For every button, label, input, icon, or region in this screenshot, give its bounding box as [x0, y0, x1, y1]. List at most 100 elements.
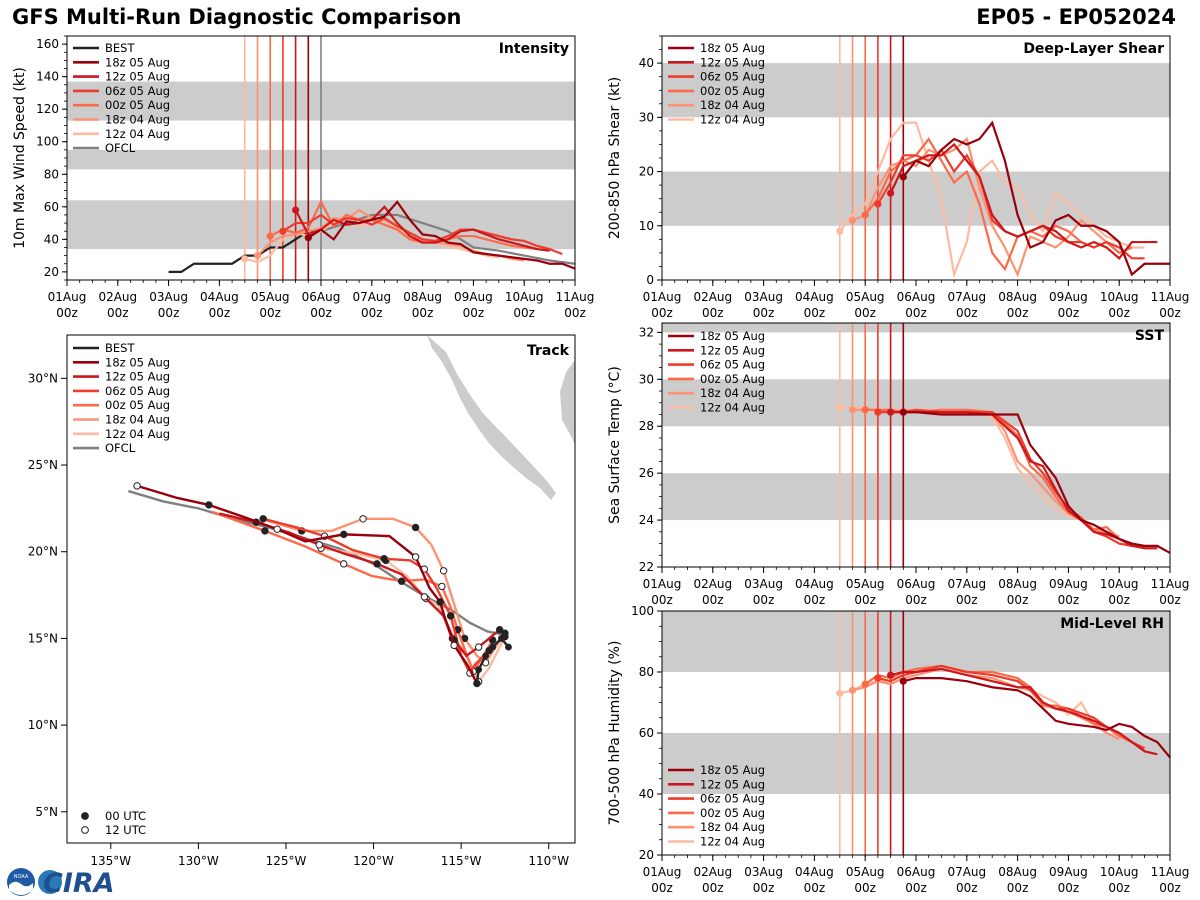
rh-xtick-hour: 00z	[753, 881, 775, 895]
shear-xtick-label: 04Aug	[795, 290, 834, 304]
shear-xtick-hour: 00z	[1159, 306, 1181, 320]
rh-ytick-label: 20	[639, 848, 654, 862]
rh-series-line	[903, 676, 1171, 759]
sst-ytick-label: 28	[639, 419, 654, 433]
intensity-legend-label: 12z 04 Aug	[105, 127, 170, 141]
shear-xtick-label: 03Aug	[744, 290, 783, 304]
rh-legend-label: 18z 05 Aug	[700, 763, 765, 777]
sst-ylabel: Sea Surface Temp (°C)	[607, 366, 623, 524]
rh-xtick-hour: 00z	[1159, 881, 1181, 895]
track-position-marker	[446, 612, 455, 620]
sst-xtick-hour: 00z	[1108, 593, 1130, 607]
intensity-xtick-hour: 00z	[209, 306, 231, 320]
shear-series-start-point	[848, 216, 857, 224]
rh-ytick-label: 60	[639, 726, 654, 740]
intensity-ytick-label: 160	[36, 37, 59, 51]
intensity-xtick-hour: 00z	[564, 306, 586, 320]
intensity-xtick-label: 11Aug	[556, 290, 595, 304]
noaa-logo-text: NOAA	[14, 874, 29, 880]
sst-ytick-label: 22	[639, 560, 654, 574]
intensity-series-start-point	[241, 255, 249, 263]
sst-xtick-label: 08Aug	[998, 577, 1037, 591]
intensity-ytick-label: 60	[44, 200, 59, 214]
shear-xtick-hour: 00z	[854, 306, 876, 320]
intensity-xtick-label: 06Aug	[302, 290, 341, 304]
track-position-marker	[273, 525, 281, 533]
track-position-marker	[474, 643, 483, 651]
sst-ytick-label: 30	[639, 372, 654, 386]
track-position-marker	[450, 641, 458, 650]
rh-xtick-hour: 00z	[1058, 881, 1080, 895]
track-legend-label: 18z 05 Aug	[105, 355, 170, 369]
sst-band	[662, 473, 1170, 521]
rh-xtick-label: 07Aug	[947, 865, 986, 879]
rh-title: Mid-Level RH	[1060, 616, 1164, 632]
rh-ytick-label: 100	[631, 604, 654, 618]
intensity-series-line	[244, 213, 499, 264]
sst-series-line	[903, 411, 1171, 554]
intensity-xtick-label: 03Aug	[149, 290, 188, 304]
rh-series-start-point	[874, 674, 882, 682]
intensity-xtick-label: 07Aug	[352, 290, 391, 304]
track-xtick-label: 115°W	[441, 854, 482, 868]
rh-ytick-label: 40	[639, 787, 654, 801]
track-best-marker	[473, 680, 481, 687]
track-marker-legend-label: 12 UTC	[105, 823, 146, 837]
shear-xtick-hour: 00z	[905, 306, 927, 320]
rh-xtick-hour: 00z	[804, 881, 826, 895]
rh-ytick-label: 80	[639, 665, 654, 679]
shear-xtick-label: 05Aug	[846, 290, 885, 304]
intensity-series-start-point	[266, 232, 274, 240]
shear-series-start-point	[836, 227, 844, 235]
shear-band	[662, 63, 1170, 118]
rh-legend-label: 06z 05 Aug	[700, 792, 765, 806]
track-position-marker	[133, 482, 141, 490]
intensity-xtick-label: 10Aug	[505, 290, 544, 304]
baja-california-land	[427, 335, 556, 500]
sst-xtick-hour: 00z	[854, 593, 876, 607]
sst-xtick-label: 09Aug	[1049, 577, 1088, 591]
rh-ylabel: 700-500 hPa Humidity (%)	[607, 641, 623, 826]
track-legend-label: 06z 05 Aug	[105, 384, 170, 398]
track-marker-legend-symbol	[81, 826, 89, 834]
rh-series-start-point	[861, 680, 869, 688]
sst-band	[662, 323, 1170, 333]
intensity-xtick-hour: 00z	[107, 306, 129, 320]
shear-series-line	[902, 120, 1170, 277]
track-ytick-label: 15°N	[28, 631, 58, 645]
track-position-marker	[259, 515, 267, 523]
intensity-title: Intensity	[499, 41, 569, 57]
sst-series-line	[877, 408, 1145, 547]
track-ytick-label: 30°N	[28, 371, 58, 385]
shear-xtick-label: 10Aug	[1100, 290, 1139, 304]
track-series-line	[136, 484, 478, 685]
rh-series-line	[890, 667, 1158, 756]
shear-legend-label: 18z 05 Aug	[700, 41, 765, 55]
sst-legend-label: 12z 04 Aug	[700, 401, 765, 415]
intensity-xtick-hour: 00z	[259, 306, 281, 320]
shear-xtick-label: 07Aug	[947, 290, 986, 304]
shear-legend-label: 00z 05 Aug	[700, 84, 765, 98]
shear-xtick-label: 06Aug	[897, 290, 936, 304]
shear-series-start-point	[887, 189, 895, 197]
sst-xtick-hour: 00z	[804, 593, 826, 607]
track-xtick-label: 135°W	[90, 854, 131, 868]
intensity-xtick-hour: 00z	[158, 306, 180, 320]
shear-legend-label: 12z 04 Aug	[700, 113, 765, 127]
rh-legend-label: 00z 05 Aug	[700, 806, 765, 820]
rh-xtick-hour: 00z	[956, 881, 978, 895]
intensity-xtick-label: 05Aug	[251, 290, 290, 304]
rh-panel: 20 40 60 80 100 01Aug 00z 02Aug 00z 03Aug 00z 04Aug…	[607, 604, 1189, 895]
track-best-marker	[505, 643, 512, 651]
shear-ytick-label: 10	[639, 219, 654, 233]
shear-ytick-label: 40	[639, 56, 654, 70]
intensity-ytick-label: 40	[44, 232, 59, 246]
intensity-series-line	[307, 200, 576, 270]
shear-ytick-label: 20	[639, 165, 654, 179]
track-position-marker	[340, 530, 348, 539]
track-position-marker	[411, 553, 420, 561]
sst-ytick-label: 24	[639, 513, 654, 527]
track-legend-label: 12z 04 Aug	[105, 427, 170, 441]
sst-xtick-label: 04Aug	[795, 577, 834, 591]
